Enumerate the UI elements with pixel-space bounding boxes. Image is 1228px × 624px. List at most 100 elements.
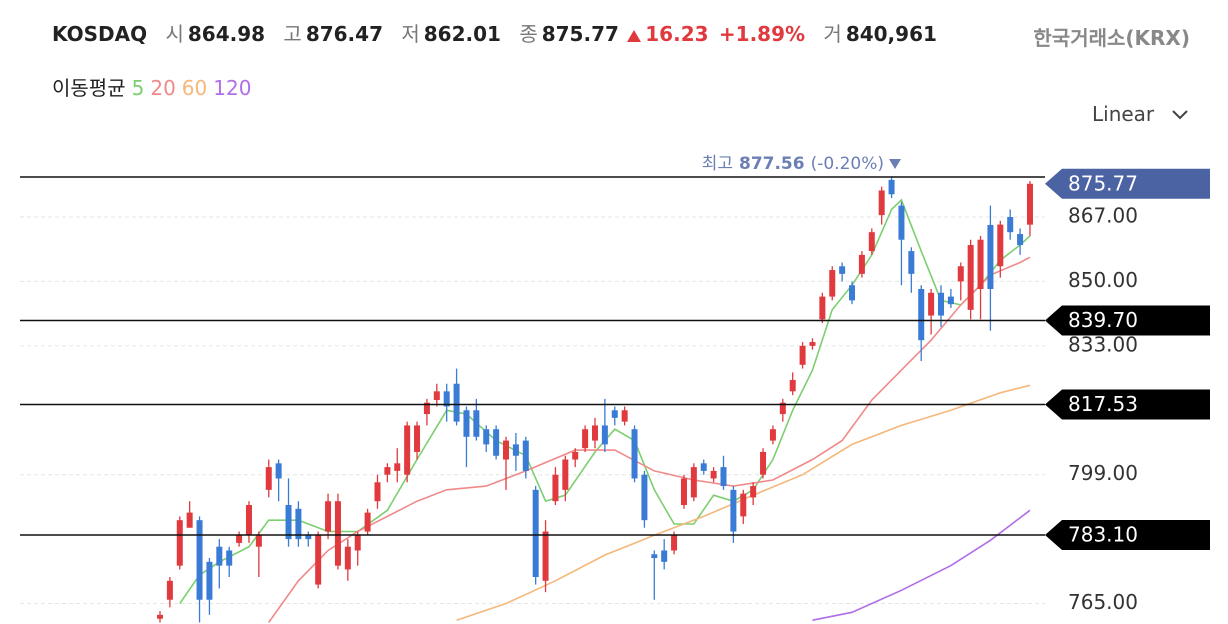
candle-body	[542, 531, 549, 581]
high-value: 876.47	[305, 22, 383, 46]
candle-body	[414, 425, 421, 452]
candle-body	[720, 467, 727, 487]
candle-body	[463, 410, 470, 437]
candle-body	[937, 292, 944, 316]
close-label: 종	[519, 22, 538, 46]
candle-body	[315, 535, 322, 585]
current-price-badge	[1045, 168, 1210, 199]
candle-body	[572, 451, 579, 460]
candle-body	[918, 289, 925, 341]
close-value: 875.77	[541, 22, 619, 46]
candle-body	[651, 554, 658, 559]
candle-body	[255, 535, 262, 547]
up-arrow	[627, 29, 642, 42]
candle-body	[522, 440, 529, 471]
candle-body	[819, 296, 826, 320]
scale-dropdown[interactable]: Linear	[1092, 102, 1189, 126]
candle-body	[344, 546, 351, 570]
candle-body	[769, 429, 776, 441]
candle-body	[295, 508, 302, 540]
price-line-badge	[1045, 519, 1210, 550]
ma-line	[268, 256, 1031, 623]
legend-title: 이동평균	[52, 76, 126, 100]
candle-body	[483, 429, 490, 445]
candle-body	[809, 342, 816, 346]
candle-body	[710, 470, 717, 479]
candle-body	[265, 467, 272, 490]
candle-body	[582, 429, 589, 449]
scale-label: Linear	[1092, 102, 1155, 126]
candle-body	[987, 224, 994, 290]
legend-entry: 60	[181, 76, 208, 100]
candle-body	[354, 535, 361, 551]
candle-body	[206, 561, 213, 600]
candle-body	[157, 614, 163, 619]
candle-body	[473, 410, 480, 437]
candle-body	[404, 425, 411, 475]
candle-body	[433, 391, 440, 401]
y-tick-label: 850.00	[1068, 268, 1138, 292]
candle-body	[1017, 234, 1024, 246]
candle-body	[216, 546, 223, 566]
candle-body	[493, 429, 500, 456]
candle-body	[166, 580, 173, 600]
candle-body	[1007, 217, 1014, 233]
candle-body	[443, 391, 450, 407]
candle-body	[325, 501, 332, 532]
legend-entry: 20	[150, 76, 176, 100]
volume-label: 거	[823, 22, 842, 46]
candle-body	[997, 224, 1004, 267]
candle-body	[839, 266, 846, 274]
change-value: 16.23	[645, 22, 709, 46]
y-tick-label: 799.00	[1068, 461, 1138, 485]
price-line-label: 783.10	[1068, 522, 1138, 546]
candle-body	[562, 459, 569, 490]
high-marker-value: 877.56	[739, 154, 805, 174]
candle-body	[512, 444, 519, 456]
y-tick-label: 867.00	[1068, 204, 1138, 228]
candle-body	[305, 535, 312, 540]
candle-body	[245, 505, 252, 536]
candle-body	[661, 550, 668, 562]
ma-line	[812, 509, 1031, 621]
candle-body	[186, 512, 193, 528]
candle-body	[947, 296, 954, 305]
candle-body	[611, 410, 618, 418]
candle-body	[631, 429, 638, 479]
candle-body	[849, 285, 856, 301]
candle-body	[1026, 183, 1033, 225]
ma-legend: 이동평균 5 20 60 120	[52, 72, 257, 101]
candle-body	[453, 383, 460, 422]
candle-body	[226, 550, 233, 566]
price-line-label: 839.70	[1068, 308, 1138, 332]
candle-body	[552, 474, 559, 502]
high-marker-change: (-0.20%)	[811, 154, 884, 174]
open-value: 864.98	[187, 22, 266, 46]
high-marker-label: 최고	[702, 154, 733, 174]
price-line-label: 817.53	[1068, 392, 1138, 416]
candle-body	[878, 190, 885, 216]
candle-body	[977, 239, 984, 290]
price-line-badge	[1045, 389, 1210, 420]
candle-body	[285, 505, 292, 540]
candle-body	[621, 410, 628, 422]
high-marker-arrow	[889, 158, 901, 169]
y-tick-label: 765.00	[1068, 590, 1138, 614]
candle-body	[601, 425, 608, 445]
candle-body	[928, 292, 935, 316]
high-marker-label: 최고 877.56 (-0.20%)	[702, 154, 884, 174]
candle-body	[236, 535, 243, 543]
candle-body	[334, 501, 341, 566]
candle-body	[690, 467, 697, 498]
candle-body	[760, 451, 767, 475]
candle-body	[967, 245, 974, 310]
current-price-label: 875.77	[1068, 171, 1138, 195]
candle-body	[789, 379, 796, 392]
candle-body	[671, 535, 678, 551]
index-name: KOSDAQ	[52, 22, 148, 46]
candle-body	[829, 270, 836, 297]
candle-body	[394, 463, 401, 471]
price-line-badge	[1045, 305, 1210, 336]
